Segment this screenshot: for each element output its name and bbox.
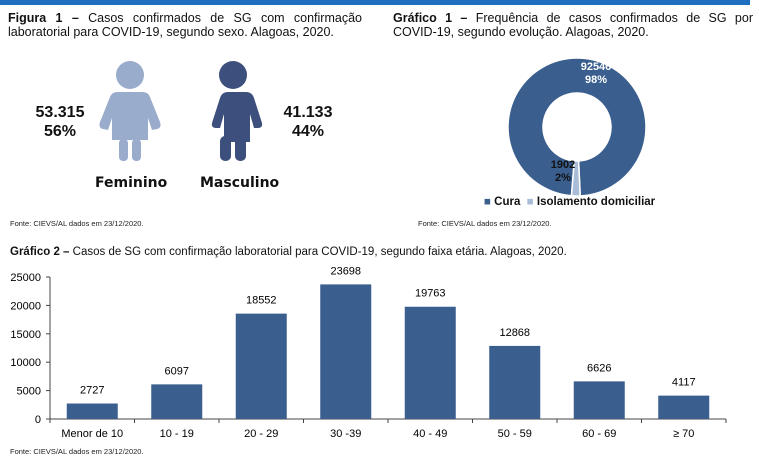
chart1-source: Fonte: CIEVS/AL dados em 23/12/2020. [418, 219, 552, 228]
x-category-label: ≥ 70 [673, 428, 694, 440]
x-category-label: 20 - 29 [244, 428, 278, 440]
y-tick-label: 0 [35, 414, 41, 426]
female-label: Feminino [95, 175, 168, 191]
male-figure-icon [211, 61, 263, 161]
legend-marker-cura: ■ [484, 196, 491, 208]
bar [404, 306, 456, 419]
chart2-source: Fonte: CIEVS/AL dados em 23/12/2020. [10, 447, 144, 456]
bar-value-label: 4117 [672, 377, 696, 389]
donut-legend: ■ Cura ■ Isolamento domiciliar [484, 196, 655, 208]
female-stats: 53.315 56% [35, 104, 85, 140]
x-category-label: 40 - 49 [413, 428, 447, 440]
bar [235, 313, 287, 419]
donut-slice-1 [570, 160, 581, 197]
bar-value-label: 12868 [499, 327, 530, 339]
bar [658, 395, 710, 419]
legend-marker-isolamento: ■ [526, 196, 534, 208]
bar [489, 345, 541, 419]
bar [151, 384, 203, 419]
chart1-title: Gráfico 1 – Frequência de casos confirma… [393, 11, 753, 39]
legend-isolamento: Isolamento domiciliar [536, 196, 656, 208]
chart2-title: Gráfico 2 – Casos de SG com confirmação … [10, 246, 567, 258]
bar-value-label: 19763 [415, 288, 446, 300]
x-category-label: Menor de 10 [61, 428, 123, 440]
bar-value-label: 6097 [165, 365, 189, 377]
bar-value-label: 6626 [587, 362, 611, 374]
y-tick-label: 10000 [10, 357, 41, 369]
bar [320, 284, 372, 419]
y-tick-label: 25000 [10, 272, 41, 284]
x-category-label: 10 - 19 [160, 428, 194, 440]
bar [573, 381, 625, 419]
x-category-label: 30 -39 [330, 428, 361, 440]
bar-value-label: 2727 [80, 385, 104, 397]
male-label: Masculino [200, 175, 280, 191]
bar-value-label: 18552 [246, 295, 277, 307]
female-figure-icon [99, 61, 161, 161]
slice-label-isolamento: 1902 2% [550, 159, 576, 184]
bar-value-label: 23698 [330, 265, 361, 277]
donut-slice-0 [507, 57, 647, 197]
header-bar [0, 0, 750, 5]
legend-cura: Cura [494, 196, 521, 208]
y-tick-label: 15000 [10, 329, 41, 341]
y-tick-label: 5000 [17, 386, 41, 398]
x-category-label: 60 - 69 [582, 428, 616, 440]
x-category-label: 50 - 59 [498, 428, 532, 440]
male-stats: 41.133 44% [283, 104, 333, 140]
y-tick-label: 20000 [10, 300, 41, 312]
figure1-source: Fonte: CIEVS/AL dados em 23/12/2020. [10, 219, 144, 228]
figure1-title: Figura 1 – Casos confirmados de SG com c… [8, 11, 362, 39]
bar [66, 403, 118, 419]
slice-label-cura: 92546 98% [580, 61, 612, 86]
